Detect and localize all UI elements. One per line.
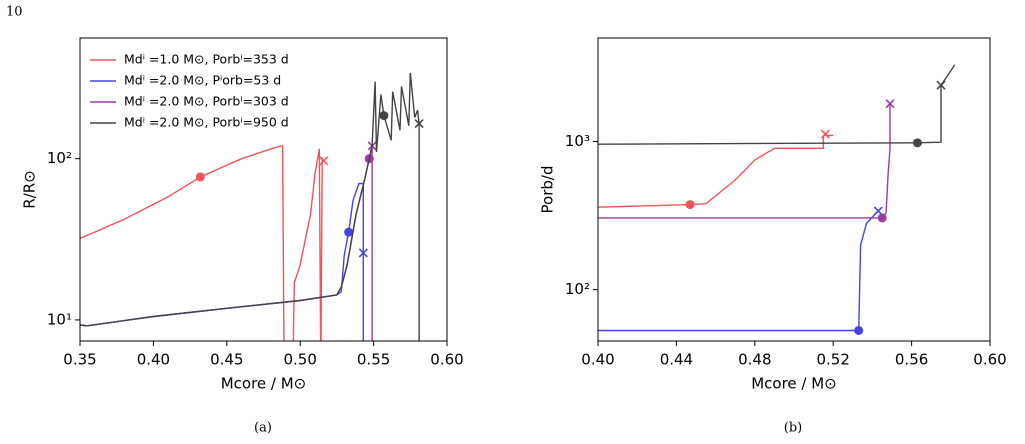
x-tick-label: 0.55 [357,351,390,369]
x-axis-label: Mcore / M⊙ [221,375,307,393]
page-number: 10 [6,5,23,20]
dot-marker [912,138,922,148]
legend-label: Mdⁱ =2.0 M⊙, Pⁱorb=53 d [124,73,281,88]
series-line [80,72,420,341]
cross-marker [358,248,368,258]
series-line [80,145,325,341]
series-line [598,210,879,332]
x-tick-label: 0.52 [816,351,849,369]
x-tick-label: 0.44 [660,351,693,369]
legend-label: Mdⁱ =1.0 M⊙, Porbⁱ=353 d [124,52,289,67]
axes-frame [79,37,448,342]
series-line [598,134,834,208]
plot-area [80,72,424,341]
cross-marker [885,99,895,109]
y-axis-label: Porb/d [539,166,557,214]
legend-label: Mdⁱ =2.0 M⊙, Porbⁱ=950 d [124,115,289,130]
x-tick-label: 0.50 [283,351,316,369]
cross-marker [414,119,424,129]
dot-marker [685,200,695,210]
cross-marker [820,129,830,139]
x-tick-label: 0.60 [430,351,463,369]
cross-marker [319,156,329,166]
caption: (a) [254,421,272,436]
dot-marker [195,172,205,182]
series-line [80,145,373,341]
x-tick-label: 0.40 [581,351,614,369]
y-tick-label: 10² [565,280,590,298]
legend-label: Mdⁱ =2.0 M⊙, Porbⁱ=303 d [124,94,289,109]
series-line [598,64,956,145]
x-tick-label: 0.48 [738,351,771,369]
x-tick-label: 0.40 [137,351,170,369]
series-line [598,103,891,219]
dot-marker [877,213,887,223]
dot-marker [854,325,864,335]
axes-frame [597,37,991,342]
x-axis-label: Mcore / M⊙ [751,375,837,393]
x-tick-label: 0.45 [210,351,243,369]
y-tick-label: 10² [47,149,72,167]
dot-marker [344,227,354,237]
y-tick-label: 10¹ [47,310,72,328]
y-tick-label: 10³ [565,132,590,150]
x-tick-label: 0.56 [895,351,928,369]
caption: (b) [784,421,802,436]
x-tick-label: 0.35 [63,351,96,369]
x-tick-label: 0.60 [973,351,1006,369]
y-axis-label: R/R⊙ [21,170,39,208]
plot-area [598,64,956,335]
cross-marker [936,80,946,90]
dot-marker [379,111,389,121]
